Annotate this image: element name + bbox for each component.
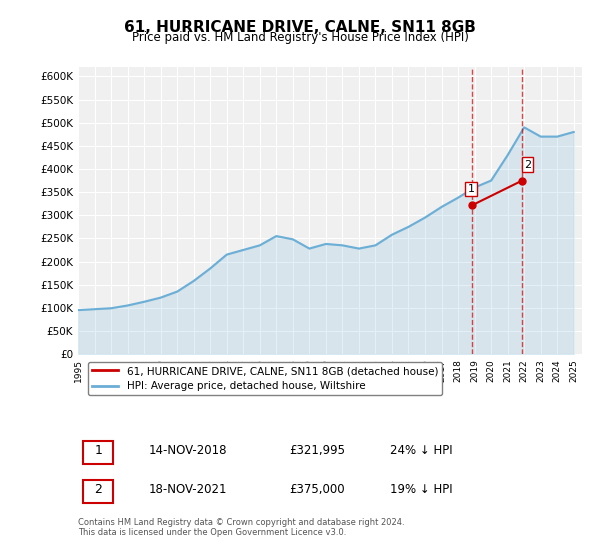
Text: 24% ↓ HPI: 24% ↓ HPI (391, 444, 453, 456)
Text: Price paid vs. HM Land Registry's House Price Index (HPI): Price paid vs. HM Land Registry's House … (131, 31, 469, 44)
Text: 18-NOV-2021: 18-NOV-2021 (149, 483, 227, 496)
Text: Contains HM Land Registry data © Crown copyright and database right 2024.
This d: Contains HM Land Registry data © Crown c… (78, 518, 404, 537)
Text: £375,000: £375,000 (290, 483, 346, 496)
Text: 2: 2 (94, 483, 102, 496)
Text: 14-NOV-2018: 14-NOV-2018 (149, 444, 227, 456)
Legend: 61, HURRICANE DRIVE, CALNE, SN11 8GB (detached house), HPI: Average price, detac: 61, HURRICANE DRIVE, CALNE, SN11 8GB (de… (88, 362, 442, 395)
FancyBboxPatch shape (83, 480, 113, 503)
Text: £321,995: £321,995 (290, 444, 346, 456)
Text: 19% ↓ HPI: 19% ↓ HPI (391, 483, 453, 496)
Text: 1: 1 (467, 184, 475, 194)
Text: 1: 1 (94, 444, 102, 456)
Text: 2: 2 (524, 160, 531, 170)
FancyBboxPatch shape (83, 441, 113, 464)
Text: 61, HURRICANE DRIVE, CALNE, SN11 8GB: 61, HURRICANE DRIVE, CALNE, SN11 8GB (124, 20, 476, 35)
